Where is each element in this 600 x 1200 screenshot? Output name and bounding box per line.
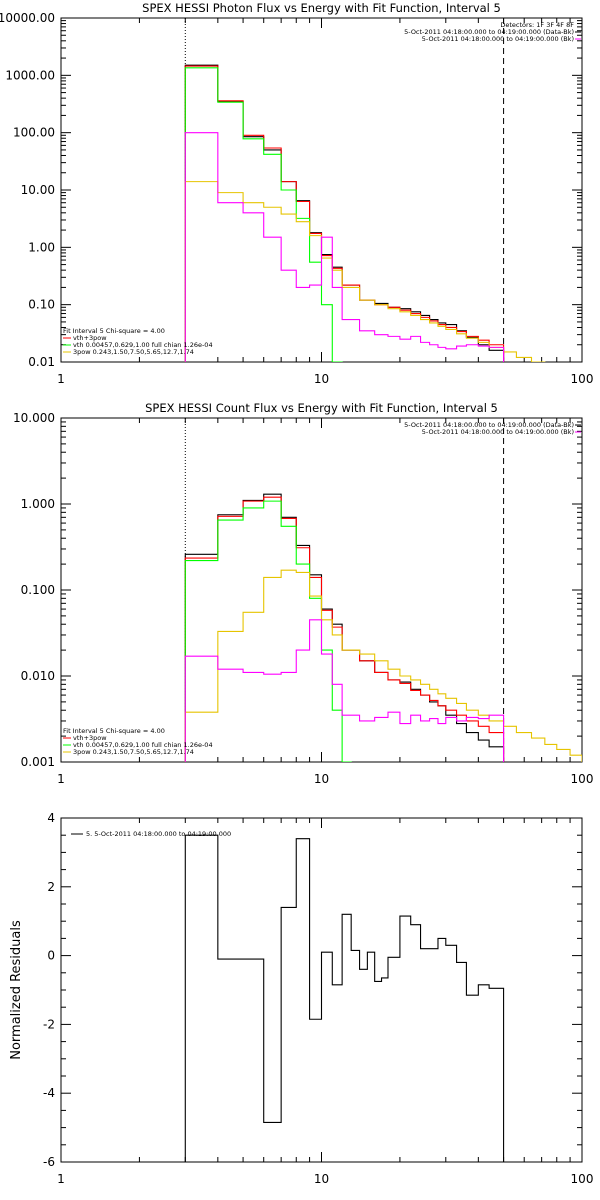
y-tick-label: 1000.00 xyxy=(5,68,55,82)
y-tick-label: 0.010 xyxy=(21,669,55,683)
series-line-4 xyxy=(184,619,505,762)
legend-bottom-left-text: vth+3pow xyxy=(73,734,107,742)
chart-title: SPEX HESSI Count Flux vs Energy with Fit… xyxy=(145,401,498,415)
series-line-1 xyxy=(184,65,505,362)
x-tick-label: 100 xyxy=(571,372,594,386)
series-line-3 xyxy=(184,569,582,762)
y-tick-label: 0.01 xyxy=(28,355,55,369)
x-tick-label: 10 xyxy=(314,1172,329,1186)
series-line-0 xyxy=(184,834,505,1162)
series-line-2 xyxy=(184,67,343,362)
x-tick-label: 100 xyxy=(571,772,594,786)
x-tick-label: 10 xyxy=(314,772,329,786)
x-tick-label: 1 xyxy=(57,1172,65,1186)
y-tick-label: 100.00 xyxy=(13,126,55,140)
x-tick-label: 1 xyxy=(57,772,65,786)
y-tick-label: 10.000 xyxy=(13,411,55,425)
legend-bottom-left-text: vth 0.00457,0.629,1.00 full chian 1.26e-… xyxy=(73,341,213,349)
legend-top-right-text: 5-Oct-2011 04:18:00.000 to 04:19:00.000 … xyxy=(404,421,574,429)
residuals-panel: 1 10 100 -6 -4 -2 0 2 4 Normalized Residuals 5. 5-… xyxy=(9,811,594,1186)
y-tick-label: -2 xyxy=(43,1017,55,1031)
legend-top-left-text: 5. 5-Oct-2011 04:18:00.000 to 04:19:00.0… xyxy=(86,830,231,838)
series-line-0 xyxy=(184,64,505,362)
y-tick-label: 0 xyxy=(47,949,55,963)
y-axis-label: Normalized Residuals xyxy=(9,920,24,1060)
x-tick-label: 1 xyxy=(57,372,65,386)
y-tick-label: 2 xyxy=(47,880,55,894)
legend-top-right-text: 5-Oct-2011 04:18:00.000 to 04:19:00.000 … xyxy=(422,428,574,436)
series-line-0 xyxy=(184,493,505,762)
legend-bottom-left-text: Fit Interval 5 Chi-square = 4.00 xyxy=(63,727,165,735)
series-line-4 xyxy=(184,132,505,362)
legend-top-right-text: 5-Oct-2011 04:18:00.000 to 04:19:00.000 … xyxy=(422,35,574,43)
y-tick-label: 0.100 xyxy=(21,583,55,597)
y-tick-label: 1.000 xyxy=(21,497,55,511)
legend-bottom-left-text: vth+3pow xyxy=(73,334,107,342)
y-tick-label: 4 xyxy=(47,811,55,825)
series-line-1 xyxy=(184,496,505,762)
photon-flux-panel: SPEX HESSI Photon Flux vs Energy with Fi… xyxy=(0,1,593,386)
legend-bottom-left-text: 3pow 0.243,1.50,7.50,5.65,12.7,1.74 xyxy=(73,348,194,356)
y-tick-label: 10.00 xyxy=(21,183,55,197)
series-group xyxy=(184,64,546,362)
legend-top-right-text: Detectors: 1F 3F 4F 8F xyxy=(500,21,574,29)
legend-top-right-text: 5-Oct-2011 04:18:00.000 to 04:19:00.000 … xyxy=(404,28,574,36)
x-tick-label: 100 xyxy=(571,1172,594,1186)
y-tick-label: 10000.00 xyxy=(0,11,55,25)
series-line-3 xyxy=(184,181,546,362)
series-line-2 xyxy=(184,500,352,762)
legend-bottom-left-text: Fit Interval 5 Chi-square = 4.00 xyxy=(63,327,165,335)
legend-bottom-left-text: vth 0.00457,0.629,1.00 full chian 1.26e-… xyxy=(73,741,213,749)
y-tick-label: -4 xyxy=(43,1086,55,1100)
y-tick-label: -6 xyxy=(43,1155,55,1169)
chart-title: SPEX HESSI Photon Flux vs Energy with Fi… xyxy=(142,1,501,15)
y-tick-label: 1.00 xyxy=(28,240,55,254)
count-flux-panel: SPEX HESSI Count Flux vs Energy with Fit… xyxy=(13,401,594,786)
legend-bottom-left-text: 3pow 0.243,1.50,7.50,5.65,12.7,1.74 xyxy=(73,748,194,756)
series-group xyxy=(184,834,505,1162)
x-tick-label: 10 xyxy=(314,372,329,386)
y-tick-label: 0.10 xyxy=(28,298,55,312)
series-group xyxy=(184,493,582,762)
y-tick-label: 0.001 xyxy=(21,755,55,769)
